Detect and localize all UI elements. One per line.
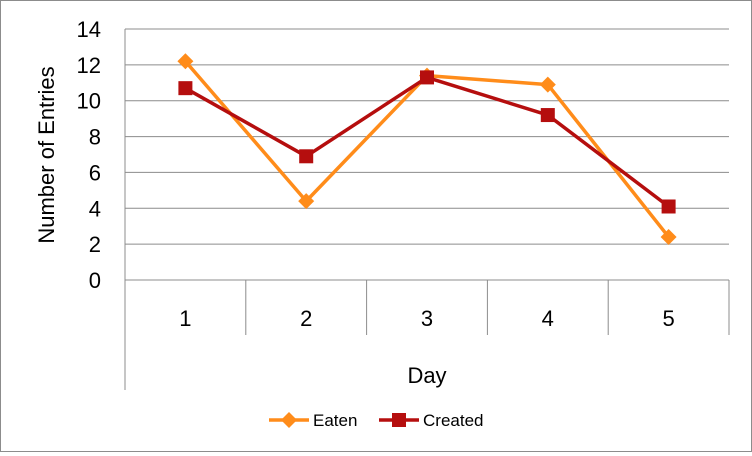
data-point xyxy=(660,228,677,245)
legend-item: Created xyxy=(379,411,483,430)
y-tick-label: 14 xyxy=(77,17,101,42)
y-tick-label: 8 xyxy=(89,125,101,150)
series-line xyxy=(184,75,670,208)
series-lines xyxy=(177,53,677,245)
legend: Eaten Created xyxy=(269,411,483,430)
y-tick-label: 4 xyxy=(89,196,101,221)
y-tick-label: 0 xyxy=(89,268,101,293)
x-axis-title: Day xyxy=(407,363,446,388)
series-created xyxy=(178,70,676,214)
y-axis-title: Number of Entries xyxy=(34,66,59,243)
y-tick-label: 10 xyxy=(77,89,101,114)
data-point xyxy=(420,70,434,85)
data-point xyxy=(299,149,314,164)
legend-marker xyxy=(281,412,297,428)
y-tick-label: 2 xyxy=(89,232,101,257)
data-point xyxy=(177,53,194,70)
data-point xyxy=(540,108,555,123)
legend-label: Eaten xyxy=(313,411,357,430)
legend-item: Eaten xyxy=(269,411,357,430)
category-axis xyxy=(124,29,730,390)
x-tick-label: 3 xyxy=(421,306,433,331)
x-tick-label: 4 xyxy=(542,306,554,331)
data-point xyxy=(539,76,556,93)
legend-label: Created xyxy=(423,411,483,430)
data-point xyxy=(178,81,193,96)
legend-marker xyxy=(392,413,406,427)
series-line xyxy=(184,60,670,239)
x-tick-label: 2 xyxy=(300,306,312,331)
x-tick-label: 5 xyxy=(662,306,674,331)
x-axis-ticks: 1 2 3 4 5 xyxy=(179,306,674,331)
gridlines xyxy=(125,28,729,281)
x-tick-label: 1 xyxy=(179,306,191,331)
data-point xyxy=(661,199,676,214)
y-axis-ticks: 0 2 4 6 8 10 12 14 xyxy=(77,17,101,293)
y-tick-label: 12 xyxy=(77,53,101,78)
y-tick-label: 6 xyxy=(89,160,101,185)
data-point xyxy=(298,193,315,210)
